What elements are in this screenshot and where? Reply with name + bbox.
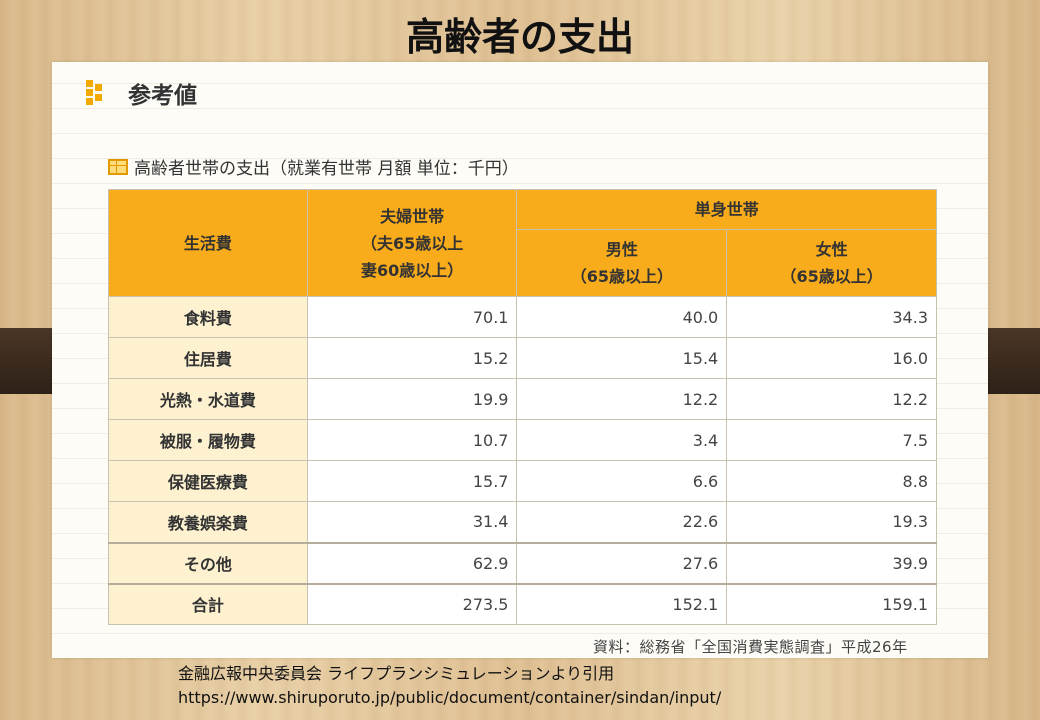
table-row: その他 62.9 27.6 39.9 <box>108 541 937 584</box>
couple-value: 19.9 <box>306 378 518 420</box>
table-caption: 高齢者世帯の支出（就業有世帯 月額 単位：千円） <box>108 154 519 179</box>
row-label: 被服・履物費 <box>108 419 308 461</box>
female-value: 159.1 <box>726 582 937 625</box>
table-row: 住居費 15.2 15.4 16.0 <box>108 337 937 379</box>
couple-value: 70.1 <box>306 296 518 338</box>
header-couple: 夫婦世帯 （夫65歳以上 妻60歳以上） <box>306 189 518 297</box>
couple-value: 15.2 <box>306 337 518 379</box>
table-row: 教養娯楽費 31.4 22.6 19.3 <box>108 501 937 543</box>
table-row: 被服・履物費 10.7 3.4 7.5 <box>108 419 937 461</box>
row-label: 光熱・水道費 <box>108 378 308 420</box>
caption-text: 高齢者世帯の支出（就業有世帯 月額 単位：千円） <box>134 159 519 179</box>
female-value: 12.2 <box>726 378 937 420</box>
citation-url: https://www.shiruporuto.jp/public/docume… <box>178 688 722 707</box>
right-binder-tab <box>978 328 1040 394</box>
female-value: 19.3 <box>726 501 937 543</box>
male-value: 152.1 <box>516 582 728 625</box>
male-value: 22.6 <box>516 501 728 543</box>
row-label: 住居費 <box>108 337 308 379</box>
header-female: 女性 （65歳以上） <box>726 229 937 297</box>
female-value: 34.3 <box>726 296 937 338</box>
couple-value: 15.7 <box>306 460 518 502</box>
male-value: 3.4 <box>516 419 728 461</box>
female-value: 39.9 <box>726 541 937 584</box>
expense-table: 生活費 夫婦世帯 （夫65歳以上 妻60歳以上） 単身世帯 男性 （65歳以上）… <box>108 189 937 625</box>
male-value: 12.2 <box>516 378 728 420</box>
couple-value: 273.5 <box>306 582 518 625</box>
table-row: 光熱・水道費 19.9 12.2 12.2 <box>108 378 937 420</box>
citation-text: 金融広報中央委員会 ライフプランシミュレーションより引用 <box>178 664 615 683</box>
male-value: 6.6 <box>516 460 728 502</box>
header-male: 男性 （65歳以上） <box>516 229 728 297</box>
couple-value: 62.9 <box>306 541 518 584</box>
female-value: 16.0 <box>726 337 937 379</box>
row-label: 保健医療費 <box>108 460 308 502</box>
row-label: 教養娯楽費 <box>108 501 308 543</box>
couple-value: 31.4 <box>306 501 518 543</box>
grid-icon <box>86 80 102 106</box>
section-title: 参考値 <box>128 83 197 109</box>
section-header: 参考値 <box>86 78 197 109</box>
row-label: その他 <box>108 541 308 584</box>
male-value: 27.6 <box>516 541 728 584</box>
male-value: 40.0 <box>516 296 728 338</box>
female-value: 7.5 <box>726 419 937 461</box>
footer-citation: 金融広報中央委員会 ライフプランシミュレーションより引用 https://www… <box>178 662 721 710</box>
table-icon <box>108 158 128 175</box>
row-label: 食料費 <box>108 296 308 338</box>
header-single: 単身世帯 <box>516 189 937 230</box>
male-value: 15.4 <box>516 337 728 379</box>
table-row: 保健医療費 15.7 6.6 8.8 <box>108 460 937 502</box>
table-row-total: 合計 273.5 152.1 159.1 <box>108 582 937 625</box>
table-row: 食料費 70.1 40.0 34.3 <box>108 296 937 338</box>
couple-value: 10.7 <box>306 419 518 461</box>
source-note: 資料：総務省「全国消費実態調査」平成26年 <box>593 638 908 656</box>
header-item: 生活費 <box>108 189 308 297</box>
row-label: 合計 <box>108 582 308 625</box>
female-value: 8.8 <box>726 460 937 502</box>
slide-title: 高齢者の支出 <box>405 15 634 59</box>
